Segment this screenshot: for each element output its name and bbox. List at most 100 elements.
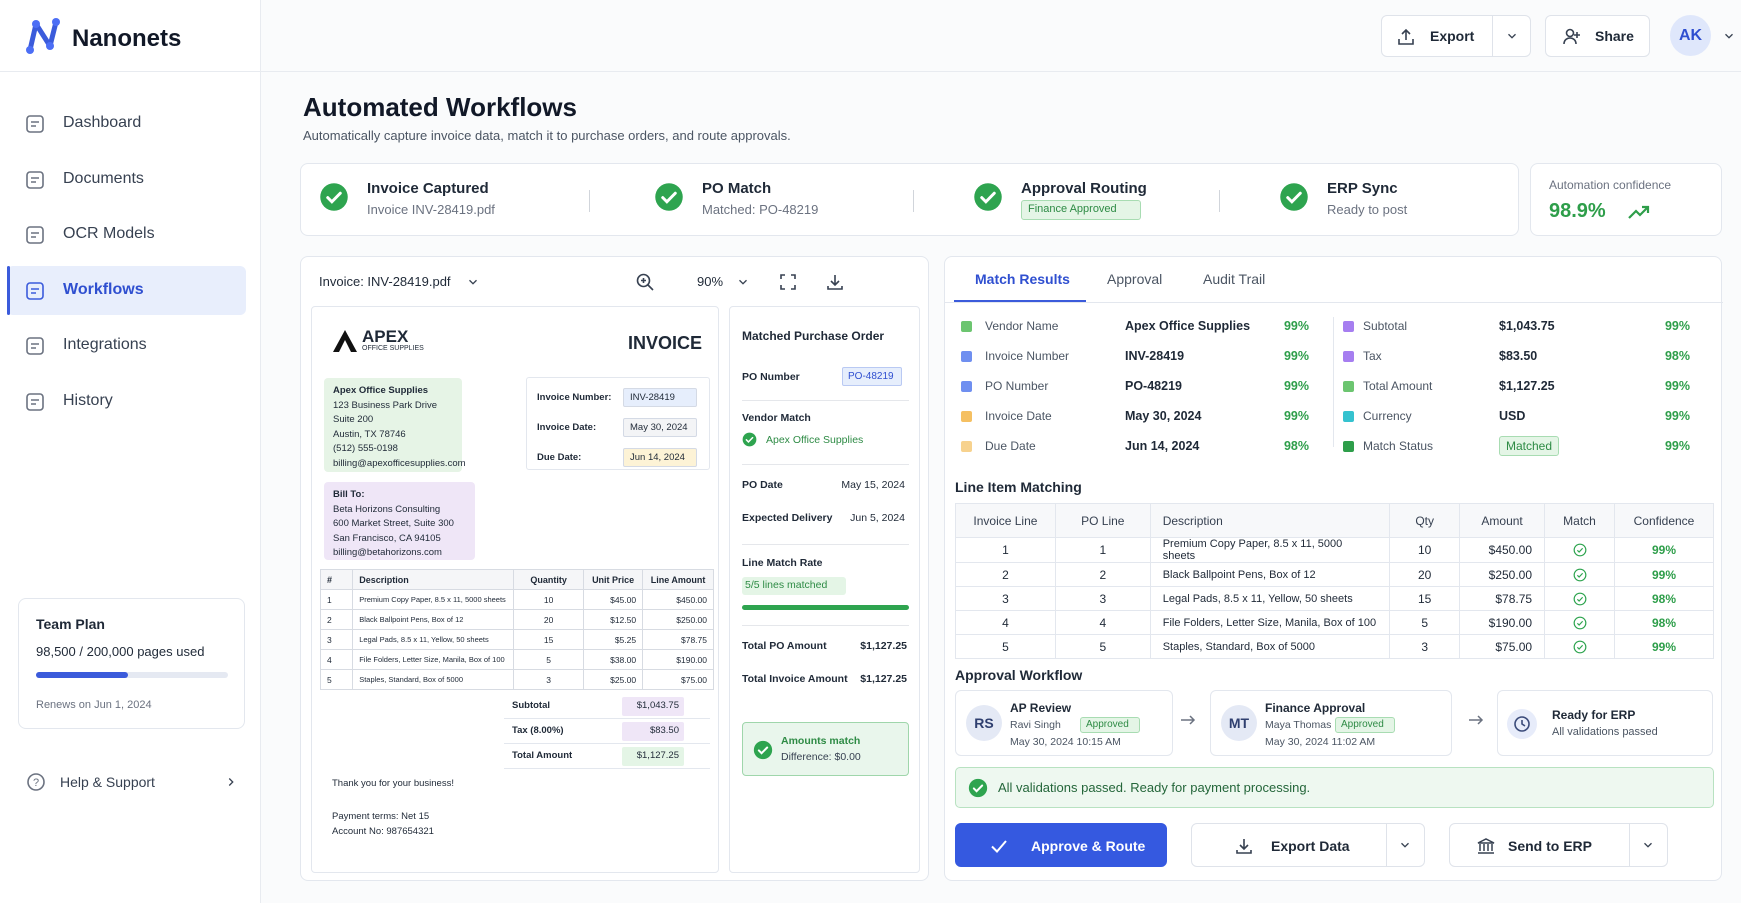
icon-shape <box>1573 543 1586 557</box>
field-name: Due Date <box>985 439 1036 453</box>
table-cell: 1 <box>1054 537 1151 563</box>
validation-text: All validations passed. Ready for paymen… <box>998 780 1311 795</box>
tab[interactable]: Match Results <box>975 271 1070 287</box>
table-cell: 3 <box>1054 586 1151 611</box>
icon-shape <box>26 337 44 355</box>
nav-item[interactable]: OCR Models <box>7 210 246 259</box>
step-detail: Ready to post <box>1327 202 1408 217</box>
icon-shape <box>757 746 769 755</box>
table-row: 4 4 File Folders, Letter Size, Manila, Box… <box>955 610 1714 635</box>
vendor-match-check <box>742 432 757 447</box>
send-erp-button[interactable]: Send to ERP <box>1449 823 1668 867</box>
icon-shape <box>1563 28 1580 45</box>
table-cell: 15 <box>1389 586 1461 611</box>
bill-to-line: San Francisco, CA 94105 <box>333 532 441 544</box>
icon-shape <box>1576 547 1583 553</box>
icon-shape <box>26 281 44 300</box>
export-label: Export <box>1430 28 1475 44</box>
po-divider <box>742 464 909 465</box>
nav-item[interactable]: Dashboard <box>7 99 246 148</box>
share-icon <box>1562 27 1582 47</box>
nav-item[interactable]: Integrations <box>7 321 246 370</box>
table-row: 4 File Folders, Letter Size, Manila, Box … <box>319 649 714 670</box>
po-date-label: PO Date <box>742 479 783 491</box>
match-icon <box>1544 537 1615 563</box>
steps-card: Invoice Captured Invoice INV-28419.pdf PO … <box>300 163 1519 236</box>
table-cell: $38.00 <box>583 649 644 670</box>
icon-shape <box>228 778 234 786</box>
table-cell: Black Ballpoint Pens, Box of 12 <box>352 609 515 630</box>
page-subtitle: Automatically capture invoice data, matc… <box>303 128 791 143</box>
export-button[interactable]: Export <box>1381 15 1531 57</box>
icon-shape <box>1573 568 1586 581</box>
send-erp-chevron <box>1641 838 1655 852</box>
table-header: Invoice Line PO Line Description Qty Amount M… <box>955 503 1714 538</box>
meta-label: Invoice Date: <box>537 422 597 433</box>
export-data-button[interactable]: Export Data <box>1191 823 1425 867</box>
validation-bar: All validations passed. Ready for paymen… <box>955 767 1714 808</box>
icon-shape <box>1514 716 1530 732</box>
vendor-match-label: Vendor Match <box>742 412 811 424</box>
column-header: Line Amount <box>642 569 714 590</box>
approver-avatar: MT <box>1221 705 1257 741</box>
icon-shape <box>1401 842 1409 848</box>
field-name: PO Number <box>985 379 1049 393</box>
icon-shape <box>1477 838 1495 854</box>
field-value: May 30, 2024 <box>1125 409 1202 423</box>
table-cell: 10 <box>1389 537 1461 563</box>
approver-name: Maya Thomas <box>1265 719 1332 731</box>
icon-shape <box>974 183 1002 211</box>
icon-shape <box>26 392 44 411</box>
table-row: 2 2 Black Ballpoint Pens, Box of 12 20 $250.… <box>955 562 1714 587</box>
fullscreen-icon[interactable] <box>778 272 798 292</box>
icon-shape <box>753 740 773 760</box>
column-header: Description <box>352 569 515 590</box>
table-cell: 5 <box>513 649 585 670</box>
icon-shape <box>1181 715 1196 725</box>
table-cell: 5 <box>319 669 354 690</box>
help-link[interactable]: ? Help & Support <box>18 770 245 794</box>
tab[interactable]: Approval <box>1107 271 1163 287</box>
table-cell: $450.00 <box>642 589 714 610</box>
zoom-icon[interactable] <box>635 272 655 292</box>
icon-shape <box>469 279 477 285</box>
send-erp-icon <box>1476 836 1496 856</box>
nav-item[interactable]: Workflows <box>7 265 246 315</box>
tab-underline <box>954 300 1086 302</box>
nav-item[interactable]: Documents <box>7 155 246 204</box>
plan-card: Team Plan 98,500 / 200,000 pages used Rene… <box>18 598 245 729</box>
download-icon[interactable] <box>825 272 845 292</box>
icon-shape <box>26 115 44 133</box>
amounts-match-check <box>753 740 773 760</box>
approve-button[interactable]: Approve & Route <box>955 823 1167 867</box>
icon-shape <box>739 279 747 285</box>
table-cell: 1 <box>319 589 354 610</box>
nav-item[interactable]: History <box>7 377 246 426</box>
bill-to-line: Beta Horizons Consulting <box>333 503 441 515</box>
share-button[interactable]: Share <box>1545 15 1650 57</box>
table-cell: 2 <box>1054 562 1151 587</box>
icon-shape <box>31 232 39 238</box>
bill-to-box: Bill To: Beta Horizons Consulting 600 Mark… <box>324 482 475 560</box>
approval-time: May 30, 2024 11:02 AM <box>1265 736 1376 748</box>
table-cell: 5 <box>1389 610 1461 635</box>
icon-shape <box>655 183 683 211</box>
icon-shape <box>320 183 348 211</box>
tab[interactable]: Audit Trail <box>1203 271 1266 287</box>
table-cell: 3 <box>1389 634 1461 659</box>
step-separator <box>589 190 590 212</box>
column-header: Quantity <box>513 569 585 590</box>
step-detail: Invoice INV-28419.pdf <box>367 202 495 217</box>
field-color <box>1343 411 1354 422</box>
field-value: PO-48219 <box>1125 379 1182 393</box>
avatar[interactable]: AK <box>1670 15 1711 56</box>
field-value: $83.50 <box>1499 349 1538 363</box>
match-icon <box>1544 586 1615 611</box>
icon-shape <box>1628 205 1650 219</box>
approval-step-detail: All validations passed <box>1552 726 1658 738</box>
approval-title: Approval Workflow <box>955 667 1083 683</box>
send-erp-split <box>1629 824 1630 866</box>
po-number-value: PO-48219 <box>842 367 902 386</box>
sidebar: Nanonets Dashboard Documents OCR Models Work… <box>0 0 261 903</box>
table-cell: 99% <box>1614 634 1714 659</box>
